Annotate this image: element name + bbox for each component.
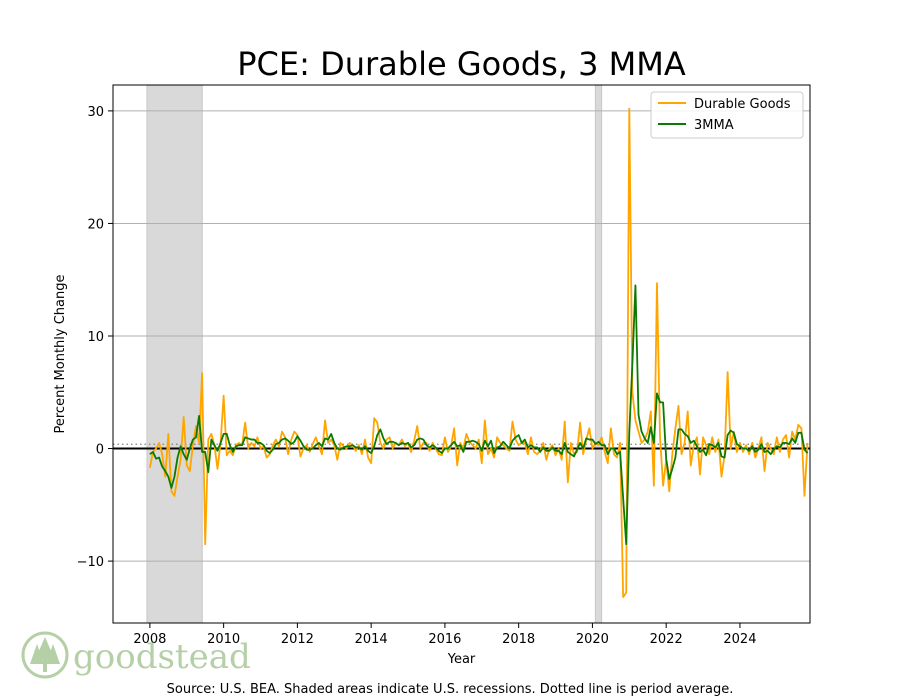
series-layer <box>148 107 809 599</box>
chart-title: PCE: Durable Goods, 3 MMA <box>237 45 686 83</box>
plot-frame <box>112 84 811 624</box>
recession-band-1 <box>146 84 203 624</box>
y-tick-label-30: 30 <box>87 105 104 120</box>
series-line-durable-goods <box>148 107 809 599</box>
x-tick-label-2012: 2012 <box>281 632 314 647</box>
x-axis: 2008 2010 2012 2014 2016 2018 2020 2022 2024 <box>133 623 756 647</box>
y-tick-label-10: 10 <box>87 330 104 345</box>
legend-label-durable-goods: Durable Goods <box>694 97 791 112</box>
legend-label-3mma: 3MMA <box>694 118 734 133</box>
x-tick-label-2010: 2010 <box>207 632 240 647</box>
source-note: Source: U.S. BEA. Shaded areas indicate … <box>167 682 734 697</box>
x-tick-label-2024: 2024 <box>723 632 756 647</box>
recession-bands <box>146 84 603 624</box>
x-tick-label-2016: 2016 <box>428 632 461 647</box>
x-tick-label-2022: 2022 <box>650 632 683 647</box>
logo-wordmark: goodstead <box>73 637 251 677</box>
x-tick-label-2018: 2018 <box>502 632 535 647</box>
x-axis-title: Year <box>447 652 476 667</box>
y-tick-label-20: 20 <box>87 217 104 232</box>
goodstead-logo: goodstead <box>21 631 251 679</box>
y-tick-label-0: 0 <box>96 443 104 458</box>
y-axis: −10 0 10 20 30 <box>77 105 113 570</box>
recession-band-2 <box>594 84 603 624</box>
tree-icon <box>21 631 69 679</box>
x-tick-label-2014: 2014 <box>355 632 388 647</box>
x-tick-label-2008: 2008 <box>133 632 166 647</box>
legend-box <box>650 91 804 139</box>
y-tick-label--10: −10 <box>77 555 104 570</box>
gridlines <box>113 110 810 562</box>
x-tick-label-2020: 2020 <box>576 632 609 647</box>
y-axis-title: Percent Monthly Change <box>53 274 68 433</box>
series-line-3mma <box>149 284 809 546</box>
legend: Durable Goods 3MMA <box>650 91 804 139</box>
